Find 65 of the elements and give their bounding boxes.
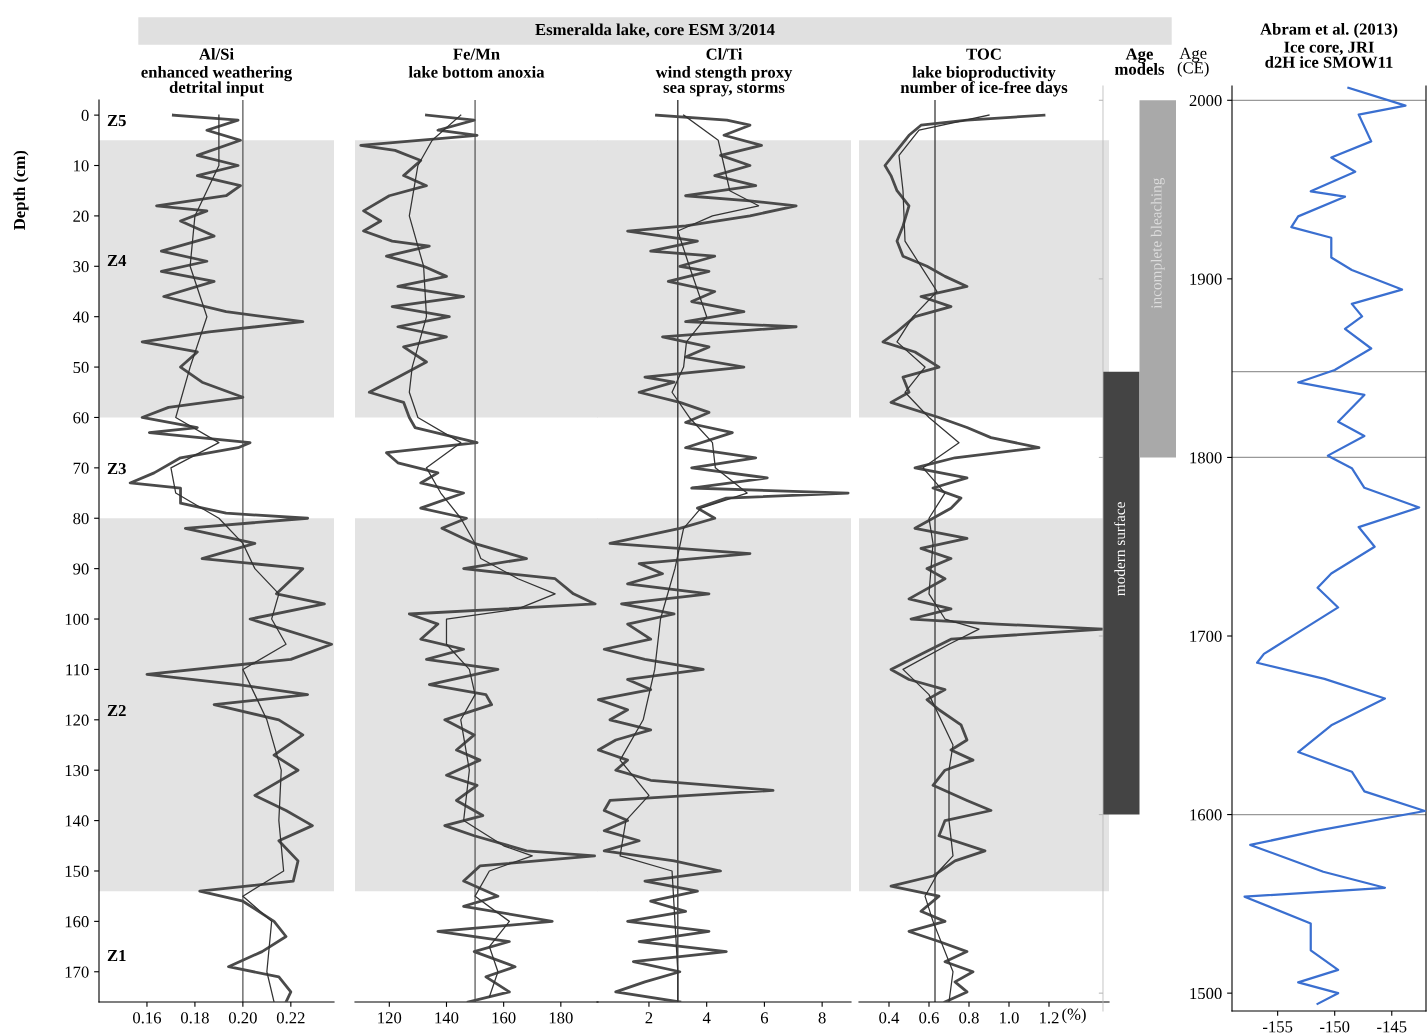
x-tick-label: 0.20 [228, 1012, 257, 1024]
y-tick-label: 0 [81, 109, 89, 122]
chart-subtitle: lake bottom anoxia [408, 66, 545, 78]
x-tick-label: -155 [1262, 1021, 1293, 1033]
chart-subtitle: lake bioproductivity number of ice-free days [900, 66, 1068, 97]
x-tick-label: 0.18 [180, 1012, 209, 1024]
x-axis-title: (%) [1062, 1008, 1086, 1024]
y-tick-label: 140 [65, 815, 89, 827]
y-tick-label: 170 [65, 966, 89, 978]
x-tick-label: 4 [702, 1012, 711, 1024]
x-tick-label: 0.16 [133, 1012, 162, 1024]
y-tick-label: 1600 [1190, 809, 1222, 821]
y-tick-label: 40 [72, 311, 89, 323]
x-tick-label: 1.0 [1000, 1012, 1019, 1024]
x-tick-label: 120 [378, 1012, 402, 1024]
y-tick-label: 110 [66, 664, 89, 676]
y-tick-label: 160 [65, 916, 89, 928]
x-tick-label: 0.22 [276, 1012, 305, 1024]
y-tick-label: 1500 [1190, 987, 1222, 1000]
x-tick-label: -150 [1320, 1021, 1350, 1033]
x-tick-label: 2 [645, 1012, 653, 1024]
annotation: Z5 [107, 115, 126, 127]
chart-title: Al/Si [199, 48, 234, 60]
x-tick-label: 1.2 [1040, 1012, 1059, 1024]
x-tick-label: 140 [435, 1012, 459, 1024]
x-tick-label: 6 [760, 1012, 769, 1024]
x-tick-label: modern surface [1114, 502, 1126, 596]
x-tick-label: 180 [549, 1012, 573, 1024]
x-tick-label: 0.4 [879, 1012, 900, 1024]
y-tick-label: 70 [73, 462, 89, 474]
x-tick-label: 160 [492, 1012, 516, 1024]
y-tick-label: 60 [73, 412, 89, 424]
text: Esmeralda lake, core ESM 3/2014 [535, 23, 775, 38]
y-tick-label: 1700 [1190, 630, 1222, 642]
x-tick-label: -145 [1377, 1021, 1407, 1033]
y-tick-label: 120 [65, 714, 89, 726]
y-tick-label: 90 [73, 563, 89, 575]
chart-subtitle: wind stength proxy sea spray, storms [655, 66, 793, 97]
chart-title: Cl/Ti [706, 48, 743, 60]
y-tick-label: 130 [65, 764, 89, 777]
chart-title: Age models [1114, 48, 1165, 75]
chart-title: TOC [966, 48, 1001, 60]
chart-title: Abram et al. (2013) [1260, 23, 1398, 39]
y-tick-label: 50 [73, 361, 89, 374]
y-tick-label: 100 [65, 613, 89, 625]
y-tick-label: 20 [73, 210, 89, 222]
chart-subtitle: Ice core, JRI d2H ice SMOW11 [1265, 41, 1393, 68]
annotation: Z3 [107, 462, 126, 475]
y-tick-label: 1900 [1190, 273, 1222, 285]
y-tick-label: 30 [73, 260, 89, 273]
x-tick-label: 0.6 [919, 1012, 939, 1024]
annotation: Z4 [107, 255, 127, 267]
y-tick-label: 10 [74, 160, 89, 172]
chart-subtitle: enhanced weathering detrital input [141, 66, 293, 97]
x-tick-label: 0.8 [959, 1012, 979, 1024]
y-tick-label: 80 [73, 512, 89, 525]
chart-title: Fe/Mn [453, 48, 500, 60]
y-tick-label: 1800 [1190, 452, 1222, 464]
annotation: Z2 [107, 704, 126, 717]
y-axis-title: Depth (cm) [13, 150, 29, 230]
x-tick-label: 8 [818, 1012, 826, 1024]
annotation: Z1 [107, 950, 126, 962]
y-tick-label: 2000 [1189, 94, 1222, 107]
y-tick-label: 150 [65, 865, 89, 877]
y-axis-title: Age (CE) [1177, 47, 1209, 77]
